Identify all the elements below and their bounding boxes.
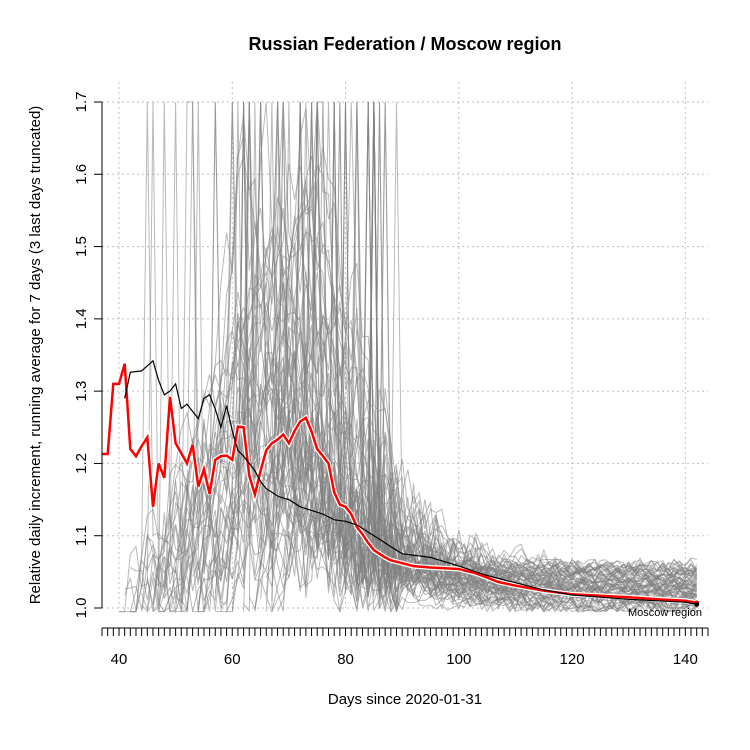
region-line: [198, 101, 697, 613]
y-tick-label: 1.6: [73, 164, 90, 185]
y-tick-label: 1.0: [73, 598, 90, 619]
region-line: [152, 101, 698, 613]
region-line: [192, 101, 697, 612]
y-tick-label: 1.5: [73, 236, 90, 257]
chart-title: Russian Federation / Moscow region: [248, 34, 561, 54]
region-lines: [119, 101, 698, 614]
national-series-line: [124, 359, 697, 605]
region-line: [180, 101, 697, 612]
y-tick-label: 1.3: [73, 381, 90, 402]
region-line: [203, 101, 697, 588]
region-line: [265, 188, 697, 612]
y-axis-label: Relative daily increment, running averag…: [27, 106, 44, 605]
region-line: [282, 470, 697, 613]
y-tick-label: 1.4: [73, 308, 90, 329]
x-tick-label: 40: [111, 651, 128, 668]
x-tick-label: 80: [337, 651, 354, 668]
y-tick-label: 1.7: [73, 92, 90, 113]
x-tick-label: 140: [673, 651, 698, 668]
region-line: [254, 101, 698, 611]
annotation-moscow-region: Moscow region: [628, 607, 702, 619]
x-tick-label: 60: [224, 651, 241, 668]
series-layer: [102, 359, 700, 607]
x-tick-label: 100: [446, 651, 471, 668]
y-tick-label: 1.2: [73, 453, 90, 474]
region-line: [271, 101, 697, 601]
x-axis-label: Days since 2020-01-31: [328, 691, 482, 708]
highlight-series-line: [102, 363, 697, 605]
y-tick-label: 1.1: [73, 525, 90, 546]
national-series-endpoint: [694, 601, 700, 607]
region-line: [169, 101, 698, 612]
region-line: [130, 101, 697, 606]
axes: 1.0 1.1 1.2 1.3 1.4 1.5 1.6 1.7 40 60 80 100 120 140: [73, 92, 709, 668]
x-tick-label: 120: [560, 651, 585, 668]
